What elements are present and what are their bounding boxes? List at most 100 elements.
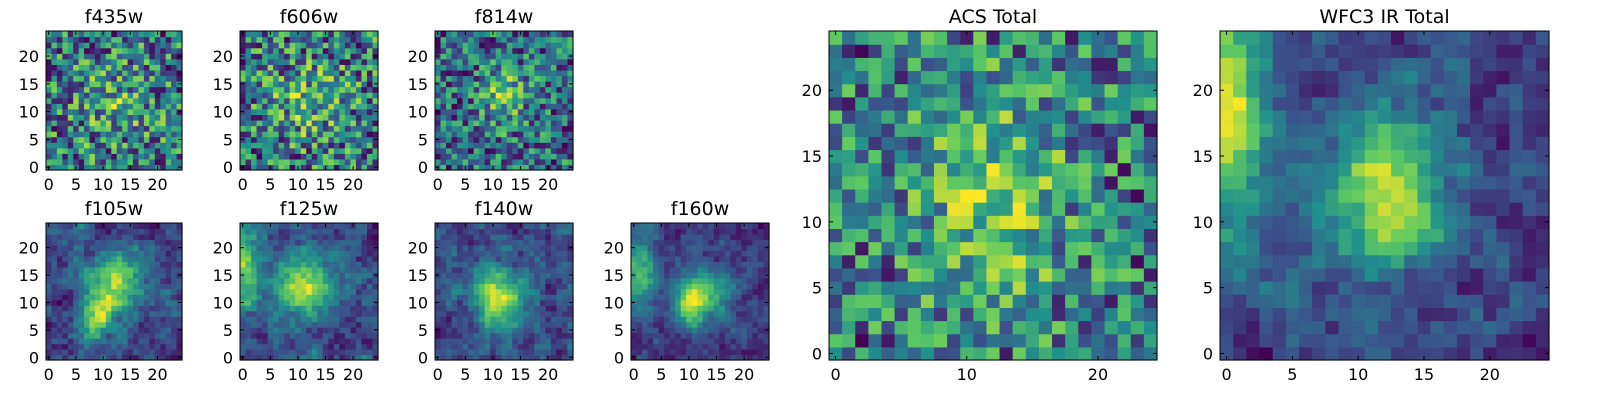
heatmap-cell (556, 36, 563, 43)
heatmap-cell (245, 255, 252, 262)
heatmap-cell (757, 299, 765, 306)
heatmap-cell (528, 305, 535, 312)
heatmap-cell (94, 294, 101, 301)
heatmap-cell (328, 103, 335, 110)
heatmap-cell (545, 327, 552, 334)
heatmap-cell (446, 283, 453, 290)
heatmap-cell (256, 261, 263, 268)
heatmap-cell (94, 147, 101, 154)
heatmap-cell (451, 288, 458, 295)
heatmap-cell (658, 261, 665, 268)
heatmap-cell (446, 164, 453, 171)
heatmap-cell (658, 255, 665, 262)
heatmap-cell (653, 277, 660, 284)
heatmap-cell (697, 321, 704, 328)
x-tick-label: 5 (656, 365, 666, 384)
heatmap-cell (973, 228, 988, 243)
heatmap-cell (512, 223, 519, 230)
heatmap-cell (366, 343, 374, 350)
heatmap-cell (647, 233, 654, 241)
heatmap-cell (122, 244, 129, 251)
heatmap-cell (100, 75, 107, 82)
heatmap-cell (278, 266, 285, 273)
heatmap-cell (278, 75, 285, 82)
heatmap-cell (56, 125, 63, 132)
heatmap-cell (947, 320, 961, 335)
heatmap-cell (333, 310, 340, 317)
heatmap-cell (78, 299, 85, 306)
heatmap-cell (366, 327, 374, 334)
heatmap-cell (289, 147, 296, 154)
heatmap-cell (960, 202, 974, 216)
heatmap-cell (702, 343, 709, 350)
heatmap-cell (273, 97, 280, 104)
heatmap-cell (451, 261, 458, 268)
heatmap-cell (440, 272, 447, 279)
heatmap-cell (933, 254, 948, 269)
heatmap-cell (78, 332, 85, 339)
heatmap-cell (278, 332, 285, 339)
heatmap-cell (933, 307, 948, 322)
heatmap-cell (534, 327, 541, 334)
heatmap-cell (160, 250, 167, 257)
heatmap-cell (664, 266, 671, 273)
heatmap-cell (512, 343, 519, 350)
heatmap-cell (333, 299, 340, 306)
heatmap-cell (523, 288, 530, 295)
heatmap-cell (56, 354, 63, 361)
heatmap-cell (300, 97, 307, 104)
heatmap-cell (89, 153, 96, 160)
heatmap-cell (143, 233, 150, 241)
heatmap-cell (829, 175, 843, 190)
y-tick-label: 5 (29, 130, 39, 149)
heatmap-cell (62, 272, 69, 279)
heatmap-cell (94, 244, 101, 251)
heatmap-cell (523, 119, 530, 127)
heatmap-cell (278, 119, 285, 127)
heatmap-cell (1143, 333, 1158, 348)
heatmap-cell (78, 354, 85, 361)
heatmap-cell (490, 125, 497, 132)
heatmap-cell (350, 108, 357, 115)
heatmap-cell (62, 338, 69, 345)
heatmap-cell (256, 31, 263, 38)
heatmap-cell (267, 114, 274, 121)
heatmap-cell (284, 147, 291, 154)
heatmap-cell (550, 119, 558, 127)
heatmap-cell (133, 69, 140, 77)
heatmap-cell (138, 343, 145, 350)
heatmap-cell (251, 349, 258, 356)
heatmap-cell (273, 321, 280, 328)
heatmap-cell (105, 338, 112, 345)
heatmap-cell (523, 354, 530, 361)
heatmap-cell (636, 233, 643, 241)
heatmap-cell (973, 333, 988, 348)
heatmap-cell (741, 233, 748, 241)
heatmap-cell (1117, 241, 1132, 256)
heatmap-cell (262, 64, 269, 71)
heatmap-cell (473, 97, 480, 104)
heatmap-cell (171, 158, 178, 166)
heatmap-cell (240, 239, 247, 246)
heatmap-cell (165, 255, 172, 262)
heatmap-cell (907, 188, 922, 203)
heatmap-cell (501, 97, 508, 104)
heatmap-cell (84, 223, 91, 230)
heatmap-cell (51, 255, 58, 262)
heatmap-cell (686, 250, 693, 257)
heatmap-cell (556, 327, 563, 334)
heatmap-cell (350, 338, 357, 345)
heatmap-cell (328, 250, 335, 257)
heatmap-cell (160, 69, 167, 77)
heatmap-cell (56, 119, 63, 127)
x-tick-label: 15 (315, 175, 335, 194)
heatmap-cell (517, 108, 524, 115)
heatmap-cell (262, 75, 269, 82)
heatmap-cell (1012, 254, 1027, 269)
heatmap-cell (344, 31, 351, 38)
heatmap-cell (138, 147, 145, 154)
heatmap-cell (534, 332, 541, 339)
heatmap-cell (127, 250, 134, 257)
heatmap-cell (534, 261, 541, 268)
heatmap-cell (355, 164, 363, 171)
